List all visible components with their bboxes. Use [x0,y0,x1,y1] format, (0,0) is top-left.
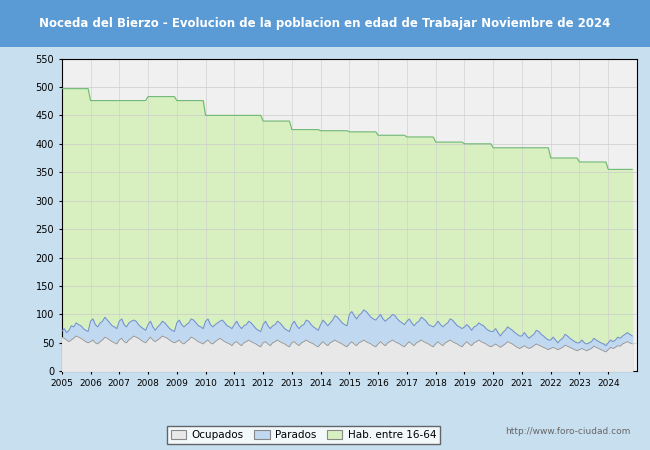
Text: Noceda del Bierzo - Evolucion de la poblacion en edad de Trabajar Noviembre de 2: Noceda del Bierzo - Evolucion de la pobl… [39,17,611,30]
Text: http://www.foro-ciudad.com: http://www.foro-ciudad.com [505,428,630,436]
Legend: Ocupados, Parados, Hab. entre 16-64: Ocupados, Parados, Hab. entre 16-64 [166,426,440,444]
